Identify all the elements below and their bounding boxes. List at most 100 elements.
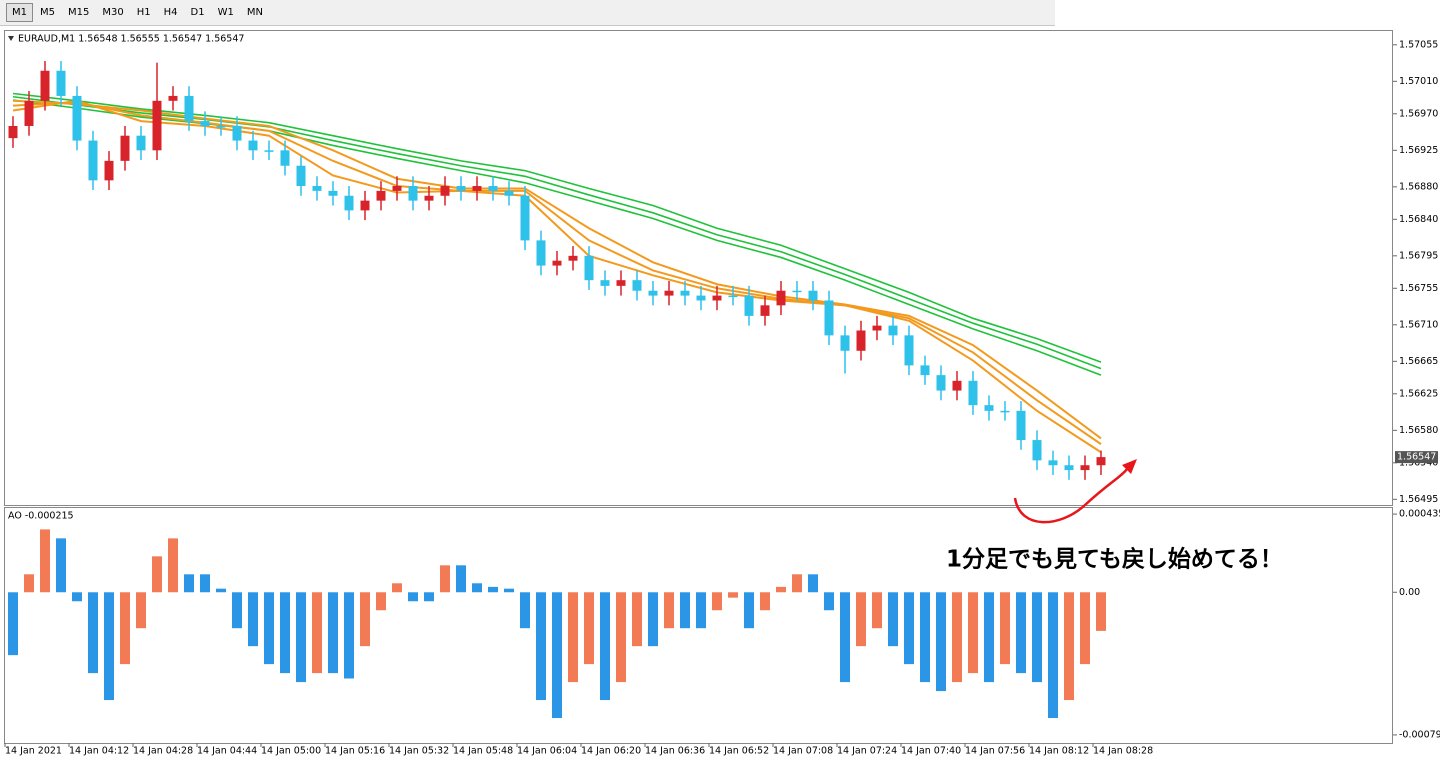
- y-tick-label: 1.56710: [1399, 319, 1438, 330]
- ao-bar: [552, 592, 562, 719]
- ao-bar: [1064, 592, 1074, 701]
- x-tick-label: 14 Jan 08:28: [1093, 746, 1153, 757]
- x-tick-label: 14 Jan 05:00: [261, 746, 321, 757]
- candle-body: [8, 125, 18, 139]
- ao-bar: [968, 592, 978, 674]
- x-tick-label: 14 Jan 05:32: [389, 746, 449, 757]
- ao-bar: [328, 592, 338, 674]
- ao-bar: [616, 592, 626, 683]
- y-tick-label: 1.56970: [1399, 108, 1438, 119]
- timeframe-button[interactable]: D1: [190, 7, 205, 18]
- ao-bar: [584, 592, 594, 665]
- candle-body: [40, 70, 50, 101]
- ao-bar: [840, 592, 850, 683]
- ao-bar: [264, 592, 274, 665]
- ao-bar: [520, 592, 530, 629]
- last-price-box: [1395, 451, 1438, 464]
- y-tick-label: 1.56495: [1399, 494, 1438, 505]
- candle-body: [200, 121, 210, 126]
- candle-body: [392, 186, 402, 191]
- ao-bar: [184, 574, 194, 593]
- ao-bar: [776, 586, 786, 593]
- ao-bar: [808, 574, 818, 593]
- candle-body: [1048, 460, 1058, 466]
- candle-body: [168, 95, 178, 101]
- ao-bar: [200, 574, 210, 593]
- timeframe-button[interactable]: M30: [102, 7, 124, 18]
- ao-bar: [984, 592, 994, 683]
- candle-body: [280, 150, 290, 166]
- ao-bar: [376, 592, 386, 611]
- timeframe-button[interactable]: M5: [40, 7, 55, 18]
- ao-bar: [456, 565, 466, 593]
- candle-body: [1016, 410, 1026, 441]
- candle-body: [456, 186, 466, 191]
- ao-bar: [168, 538, 178, 593]
- timeframe-button[interactable]: W1: [217, 7, 234, 18]
- ao-bar: [488, 586, 498, 593]
- candle-body: [632, 280, 642, 291]
- moving-average: [12, 95, 1102, 370]
- ao-bar: [712, 592, 722, 611]
- candle-body: [488, 186, 498, 191]
- x-tick-label: 14 Jan 07:08: [773, 746, 833, 757]
- candle-body: [120, 135, 130, 161]
- ao-bar: [952, 592, 962, 683]
- candle-body: [328, 190, 338, 196]
- candle-body: [296, 165, 306, 187]
- y-tick-label: 1.56580: [1399, 425, 1438, 436]
- timeframe-button[interactable]: MN: [246, 7, 263, 18]
- timeframe-button[interactable]: M15: [68, 7, 90, 18]
- candle-body: [984, 405, 994, 411]
- ao-bar: [936, 592, 946, 692]
- candle-body: [376, 190, 386, 201]
- ao-bar: [1016, 592, 1026, 674]
- ao-bar: [1080, 592, 1090, 665]
- ao-bar: [392, 583, 402, 593]
- ao-bar: [1096, 592, 1106, 631]
- ao-bar: [680, 592, 690, 629]
- moving-average: [12, 99, 1102, 454]
- candle-body: [264, 150, 274, 152]
- price-panel: [4, 30, 1393, 506]
- candle-body: [504, 190, 514, 196]
- candle-body: [104, 160, 114, 181]
- ao-bar: [600, 592, 610, 701]
- ao-bar: [216, 588, 226, 593]
- ao-bar: [696, 592, 706, 629]
- candle-body: [904, 335, 914, 366]
- y-tick-label: 1.56755: [1399, 283, 1438, 294]
- candle-body: [808, 290, 818, 301]
- moving-average: [12, 99, 1102, 440]
- candle-body: [136, 135, 146, 151]
- candle-body: [1080, 465, 1090, 471]
- moving-average: [12, 101, 1102, 445]
- ao-bar: [472, 583, 482, 593]
- x-tick-label: 14 Jan 05:48: [453, 746, 513, 757]
- candle-body: [648, 290, 658, 296]
- y-tick-label: 0.00: [1399, 587, 1420, 598]
- ao-bar: [888, 592, 898, 647]
- candle-body: [712, 295, 722, 301]
- y-tick-label: 0.000435: [1399, 509, 1440, 520]
- x-tick-label: 14 Jan 06:20: [581, 746, 641, 757]
- candle-body: [744, 295, 754, 316]
- ao-bar: [792, 574, 802, 593]
- candle-body: [312, 186, 322, 191]
- candle-body: [1064, 465, 1074, 471]
- y-tick-label: 1.56795: [1399, 250, 1438, 261]
- timeframe-button[interactable]: H1: [136, 7, 151, 18]
- candle-body: [72, 95, 82, 141]
- ao-title: AO -0.000215: [8, 511, 74, 522]
- ao-bar: [152, 556, 162, 593]
- ao-bar: [648, 592, 658, 647]
- last-price-label: 1.56547: [1397, 452, 1436, 463]
- timeframe-button[interactable]: M1: [6, 3, 33, 22]
- ao-bar: [856, 592, 866, 647]
- candle-body: [728, 295, 738, 298]
- timeframe-button[interactable]: H4: [163, 7, 178, 18]
- ao-bar: [136, 592, 146, 629]
- ao-bar: [536, 592, 546, 701]
- ao-bar: [248, 592, 258, 647]
